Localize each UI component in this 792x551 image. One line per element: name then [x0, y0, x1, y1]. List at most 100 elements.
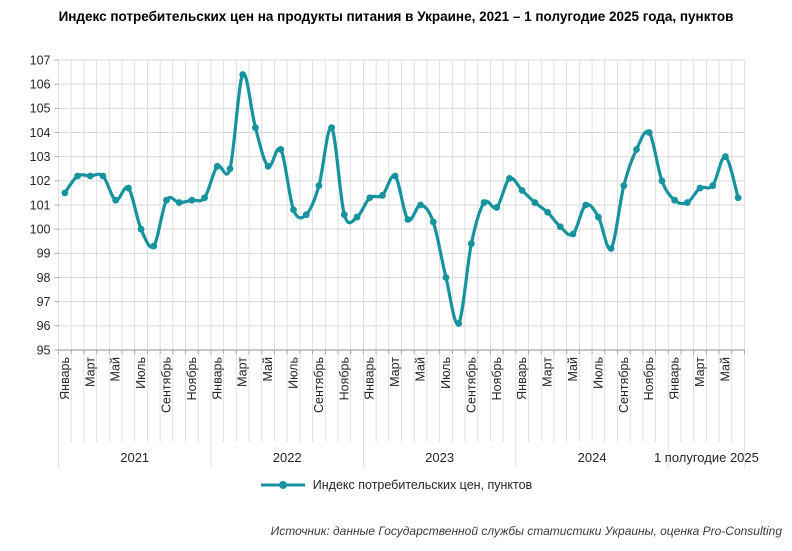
data-point: [404, 216, 412, 223]
svg-text:Январь: Январь: [515, 357, 529, 400]
data-point: [163, 196, 170, 204]
svg-text:Июль: Июль: [439, 357, 453, 389]
data-point: [671, 196, 679, 204]
axes-and-ticks: [54, 59, 745, 354]
data-point: [252, 124, 259, 132]
svg-text:Январь: Январь: [668, 357, 682, 400]
svg-text:1 полугодие 2025: 1 полугодие 2025: [654, 450, 759, 465]
data-point: [112, 196, 120, 204]
data-point: [544, 208, 551, 216]
svg-text:105: 105: [30, 102, 51, 116]
data-point: [645, 129, 653, 136]
x-axis-year-labels: 2021 2022 2023 2024 1 полугодие 2025: [120, 450, 759, 465]
svg-text:Март: Март: [541, 357, 555, 387]
data-point: [531, 199, 539, 206]
svg-text:Июль: Июль: [134, 357, 148, 389]
svg-text:100: 100: [30, 222, 51, 236]
legend-label: Индекс потребительских цен, пунктов: [312, 478, 533, 492]
svg-text:Ноябрь: Ноябрь: [490, 357, 504, 400]
svg-text:Май: Май: [109, 357, 123, 382]
svg-text:99: 99: [37, 247, 51, 261]
data-point: [315, 182, 323, 190]
data-point: [86, 172, 94, 180]
data-point: [74, 172, 81, 180]
data-point: [137, 225, 145, 233]
data-point: [264, 162, 272, 170]
data-point: [328, 124, 336, 132]
data-point: [213, 162, 221, 170]
legend: Индекс потребительских цен, пунктов: [0, 478, 792, 492]
data-point: [455, 320, 463, 327]
svg-text:Сентябрь: Сентябрь: [464, 357, 478, 413]
data-point: [493, 204, 501, 211]
data-point: [150, 242, 158, 250]
svg-text:2022: 2022: [273, 450, 302, 465]
data-point: [417, 201, 424, 209]
svg-text:Май: Май: [566, 357, 580, 382]
svg-text:Январь: Январь: [363, 357, 377, 400]
svg-text:95: 95: [37, 343, 51, 357]
svg-text:101: 101: [30, 198, 51, 212]
data-point: [391, 172, 399, 180]
svg-text:102: 102: [30, 174, 51, 188]
svg-text:Январь: Январь: [58, 357, 72, 400]
legend-line-icon: [260, 481, 305, 489]
svg-text:Сентябрь: Сентябрь: [617, 357, 631, 413]
svg-text:104: 104: [30, 126, 51, 140]
data-point: [480, 199, 488, 206]
svg-text:Май: Май: [414, 357, 428, 382]
series-markers: [61, 71, 742, 327]
data-point: [99, 172, 107, 180]
chart-title: Индекс потребительских цен на продукты п…: [58, 9, 734, 24]
data-point: [696, 184, 704, 192]
svg-text:103: 103: [30, 150, 51, 164]
data-point: [734, 194, 742, 202]
data-point: [302, 211, 310, 219]
data-point: [709, 182, 717, 190]
svg-text:107: 107: [30, 53, 51, 67]
svg-text:2024: 2024: [578, 450, 607, 465]
svg-text:Ноябрь: Ноябрь: [185, 357, 199, 400]
data-point: [277, 146, 285, 153]
svg-text:Сентябрь: Сентябрь: [312, 357, 326, 413]
data-point: [188, 196, 196, 204]
data-point: [353, 213, 361, 221]
x-axis-month-labels: Январь Март Май Июль Сентябрь Ноябрь Январь Мар…: [58, 357, 733, 413]
data-point: [518, 187, 526, 194]
data-point: [239, 71, 247, 78]
source-note: Источник: данные Государственной службы …: [270, 524, 782, 538]
svg-text:Май: Май: [261, 357, 275, 382]
svg-text:Январь: Январь: [210, 357, 224, 400]
data-point: [226, 165, 234, 173]
svg-text:Июль: Июль: [591, 357, 605, 389]
data-point: [569, 230, 577, 238]
svg-text:Ноябрь: Ноябрь: [642, 357, 656, 400]
svg-text:Ноябрь: Ноябрь: [337, 357, 351, 400]
data-point: [124, 184, 132, 192]
svg-text:Март: Март: [693, 357, 707, 387]
data-point: [683, 199, 691, 206]
gridlines: [58, 59, 745, 468]
data-point: [620, 182, 628, 190]
data-point: [442, 274, 450, 281]
data-point: [61, 189, 69, 197]
svg-text:98: 98: [37, 271, 51, 285]
data-point: [290, 206, 297, 214]
svg-text:106: 106: [30, 77, 51, 91]
data-point: [506, 175, 513, 182]
data-point: [340, 211, 348, 219]
svg-text:Сентябрь: Сентябрь: [159, 357, 173, 413]
svg-text:96: 96: [37, 319, 51, 333]
data-point: [633, 146, 640, 153]
svg-text:97: 97: [37, 295, 51, 309]
svg-text:Март: Март: [388, 357, 402, 387]
data-point: [379, 191, 386, 199]
data-point: [366, 194, 374, 202]
data-point: [722, 153, 729, 161]
data-point: [175, 199, 183, 206]
svg-text:2021: 2021: [120, 450, 149, 465]
data-point: [595, 213, 602, 221]
cpi-line-chart: Январь Март Май Июль Сентябрь Ноябрь Январь Мар…: [30, 53, 759, 468]
data-point: [201, 194, 208, 202]
